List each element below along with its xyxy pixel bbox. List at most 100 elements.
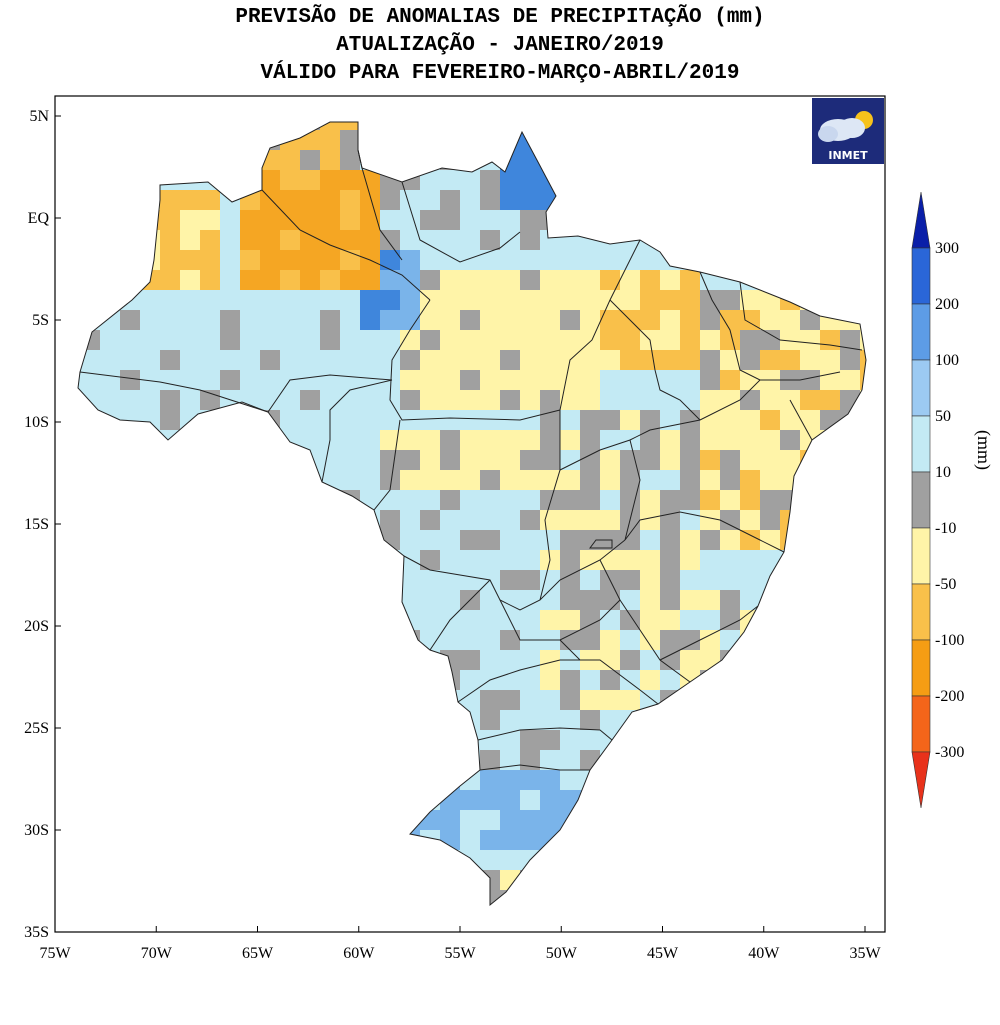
anomaly-cell (640, 570, 661, 591)
anomaly-cell (460, 350, 481, 371)
anomaly-cell (780, 350, 801, 371)
anomaly-cell (480, 550, 501, 571)
anomaly-cell (480, 470, 501, 491)
anomaly-cell (560, 610, 581, 631)
anomaly-cell (520, 410, 541, 431)
anomaly-cell (520, 570, 541, 591)
anomaly-cell (800, 350, 821, 371)
anomaly-cell (120, 370, 141, 391)
anomaly-cell (680, 450, 701, 471)
anomaly-cell (300, 370, 321, 391)
anomaly-cell (660, 650, 681, 671)
anomaly-cell (540, 350, 561, 371)
anomaly-cell (460, 470, 481, 491)
anomaly-cell (440, 510, 461, 531)
anomaly-cell (640, 290, 661, 311)
anomaly-cell (340, 290, 361, 311)
anomaly-cell (580, 270, 601, 291)
anomaly-cell (420, 570, 441, 591)
anomaly-cell (660, 530, 681, 551)
anomaly-cell (280, 410, 301, 431)
anomaly-cell (460, 390, 481, 411)
lon-tick-label: 35W (849, 945, 881, 962)
anomaly-cell (680, 650, 701, 671)
anomaly-cell (380, 450, 401, 471)
anomaly-cell (120, 350, 141, 371)
anomaly-cell (220, 210, 241, 231)
anomaly-cell (560, 270, 581, 291)
anomaly-cell (720, 310, 741, 331)
anomaly-cell (540, 310, 561, 331)
anomaly-cell (620, 470, 641, 491)
anomaly-cell (300, 150, 321, 171)
colorbar-segment (911, 639, 931, 697)
anomaly-cell (500, 510, 521, 531)
anomaly-cell (600, 610, 621, 631)
anomaly-cell (480, 270, 501, 291)
anomaly-cell (400, 490, 421, 511)
anomaly-cell (160, 410, 181, 431)
anomaly-cell (280, 270, 301, 291)
anomaly-cell (620, 490, 641, 511)
anomaly-cell (520, 350, 541, 371)
anomaly-cell (360, 410, 381, 431)
anomaly-cell (440, 230, 461, 251)
anomaly-cell (660, 430, 681, 451)
anomaly-cell (480, 430, 501, 451)
anomaly-cell (760, 550, 781, 571)
anomaly-cell (460, 290, 481, 311)
cloud-sun-icon (818, 111, 873, 142)
anomaly-cell (480, 210, 501, 231)
anomaly-cell (440, 530, 461, 551)
anomaly-cell (480, 530, 501, 551)
anomaly-cell (600, 650, 621, 671)
anomaly-cell (460, 570, 481, 591)
anomaly-cell (300, 390, 321, 411)
anomaly-cell (180, 250, 201, 271)
anomaly-cell (740, 530, 761, 551)
anomaly-cell (440, 630, 461, 651)
title-line-3: VÁLIDO PARA FEVEREIRO-MARÇO-ABRIL/2019 (260, 62, 740, 85)
anomaly-cell (440, 190, 461, 211)
anomaly-cell (420, 330, 441, 351)
anomaly-cell (720, 550, 741, 571)
anomaly-cell (520, 170, 541, 191)
anomaly-cell (820, 390, 841, 411)
anomaly-cell (500, 570, 521, 591)
lat-tick-label: 15S (24, 516, 49, 533)
anomaly-cell (740, 550, 761, 571)
anomaly-cell (340, 150, 361, 171)
anomaly-cell (540, 610, 561, 631)
anomaly-cell (400, 250, 421, 271)
anomaly-cell (700, 450, 721, 471)
anomaly-cell (580, 670, 601, 691)
anomaly-cell (400, 570, 421, 591)
anomaly-cell (540, 770, 561, 791)
colorbar-bottom-arrow (911, 751, 931, 809)
anomaly-cell (560, 250, 581, 271)
anomaly-cell (520, 530, 541, 551)
anomaly-cell (580, 490, 601, 511)
anomaly-cell (300, 430, 321, 451)
anomaly-cell (360, 270, 381, 291)
anomaly-cell (460, 830, 481, 851)
anomaly-cell (640, 510, 661, 531)
anomaly-cell (240, 370, 261, 391)
anomaly-cell (300, 330, 321, 351)
anomaly-cell (560, 430, 581, 451)
anomaly-cell (700, 570, 721, 591)
anomaly-cell (560, 410, 581, 431)
anomaly-cell (640, 630, 661, 651)
anomaly-cell (680, 610, 701, 631)
anomaly-cell (540, 810, 561, 831)
logo-text: INMET (828, 149, 868, 162)
anomaly-cell (860, 350, 866, 371)
anomaly-cell (420, 210, 441, 231)
anomaly-cell (820, 330, 841, 351)
anomaly-cell (580, 610, 601, 631)
anomaly-cell (440, 450, 461, 471)
anomaly-cell (140, 290, 161, 311)
anomaly-cell (360, 290, 381, 311)
anomaly-cell (540, 790, 561, 811)
anomaly-cell (500, 770, 521, 791)
